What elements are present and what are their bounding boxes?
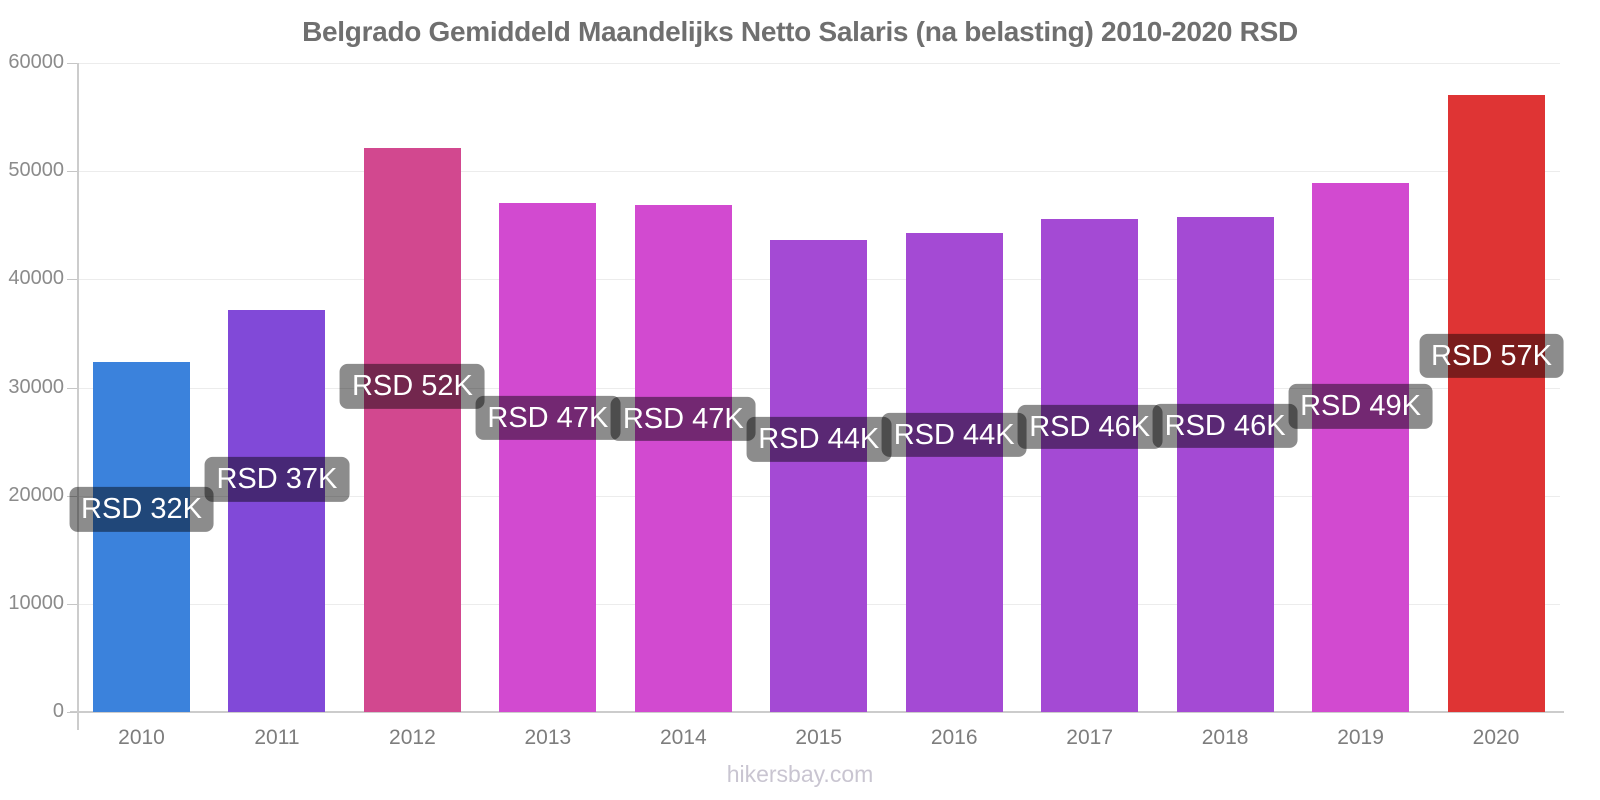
x-tick-label-2012: 2012 (389, 726, 436, 749)
bar-2015[interactable] (770, 240, 868, 712)
bar-2020[interactable] (1447, 95, 1545, 712)
y-tick-mark-0 (67, 712, 77, 713)
gridline-50000 (77, 171, 1560, 173)
y-tick-mark-40000 (67, 279, 77, 281)
x-tick-label-2015: 2015 (795, 726, 843, 749)
value-label-2018: RSD 46K (1152, 403, 1298, 448)
bar-2014[interactable] (634, 204, 732, 712)
bar-2010[interactable] (93, 361, 190, 712)
y-tick-label-0: 0 (52, 700, 64, 723)
x-tick-label-2018: 2018 (1201, 726, 1249, 749)
value-label-2017: RSD 46K (1017, 404, 1163, 450)
y-tick-mark-30000 (67, 387, 77, 389)
bar-2012[interactable] (363, 148, 461, 712)
value-label-2020: RSD 57K (1419, 333, 1564, 378)
y-tick-label-40000: 40000 (8, 267, 64, 290)
x-tick-label-2010: 2010 (118, 726, 165, 749)
value-label-2010: RSD 32K (69, 487, 214, 532)
y-tick-label-10000: 10000 (8, 591, 64, 614)
y-tick-label-60000: 60000 (8, 51, 64, 74)
gridline-60000 (77, 63, 1560, 64)
x-axis-line (70, 711, 1564, 713)
y-tick-label-50000: 50000 (8, 159, 64, 182)
bar-2016[interactable] (905, 232, 1003, 712)
y-tick-mark-60000 (67, 63, 77, 64)
bar-2018[interactable] (1176, 216, 1274, 712)
y-tick-label-30000: 30000 (8, 375, 64, 398)
bar-2013[interactable] (499, 202, 597, 712)
watermark-link[interactable]: hikersbay.com (726, 761, 874, 787)
value-label-2011: RSD 37K (204, 457, 350, 502)
value-label-2015: RSD 44K (746, 417, 892, 462)
y-tick-mark-20000 (67, 495, 77, 497)
plot-area: RSD 32K RSD 37K RSD 52K RSD 47K RSD 47K RSD 4… (69, 63, 1564, 712)
x-tick-label-2014: 2014 (659, 726, 707, 749)
y-tick-label-20000: 20000 (8, 483, 64, 506)
x-tick-label-2017: 2017 (1066, 726, 1113, 749)
y-axis-line (77, 63, 79, 730)
bar-2011[interactable] (228, 309, 326, 712)
x-tick-label-2020: 2020 (1472, 726, 1520, 749)
value-label-2016: RSD 44K (881, 412, 1027, 458)
value-label-2013: RSD 47K (475, 395, 621, 440)
value-label-2014: RSD 47K (610, 396, 756, 441)
x-tick-label-2019: 2019 (1337, 726, 1384, 749)
chart-title: Belgrado Gemiddeld Maandelijks Netto Sal… (302, 16, 1298, 47)
bar-2017[interactable] (1041, 218, 1139, 712)
y-tick-mark-10000 (67, 603, 77, 605)
y-tick-mark-50000 (67, 171, 77, 173)
value-label-2019: RSD 49K (1288, 384, 1433, 429)
x-tick-label-2011: 2011 (254, 726, 300, 749)
x-tick-label-2016: 2016 (930, 726, 978, 749)
bar-2019[interactable] (1312, 183, 1410, 712)
x-tick-label-2013: 2013 (524, 726, 572, 749)
value-label-2012: RSD 52K (339, 364, 485, 409)
